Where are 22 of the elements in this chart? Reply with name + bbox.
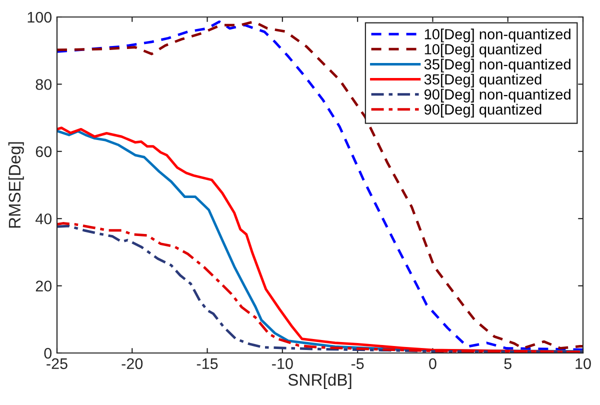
x-tick-label: -20	[122, 358, 143, 370]
x-tick-label: -15	[196, 358, 218, 370]
x-tick-label: 5	[504, 358, 512, 370]
x-tick-label: -10	[272, 358, 293, 370]
legend-label: 35[Deg] quantized	[424, 74, 542, 88]
y-axis-title: RMSE[Deg]	[8, 142, 24, 228]
y-tick-label: 60	[36, 146, 52, 158]
y-tick-label: 40	[36, 213, 52, 224]
x-axis-title: SNR[dB]	[288, 373, 352, 390]
y-tick-label: 20	[36, 280, 52, 292]
y-tick-label: 0	[44, 348, 52, 359]
legend-label: 10[Deg] non-quantized	[424, 28, 570, 42]
legend-label: 35[Deg] non-quantized	[424, 58, 570, 72]
x-tick-label: -25	[46, 358, 68, 370]
y-tick-label: 100	[28, 12, 52, 23]
x-tick-label: -5	[351, 358, 364, 370]
x-tick-label: 10	[576, 358, 591, 370]
legend-label: 10[Deg] quantized	[424, 44, 542, 58]
legend-label: 90[Deg] quantized	[424, 104, 542, 118]
y-tick-label: 80	[36, 79, 52, 90]
legend-label: 90[Deg] non-quantized	[424, 88, 570, 102]
x-tick-label: 0	[429, 358, 436, 370]
